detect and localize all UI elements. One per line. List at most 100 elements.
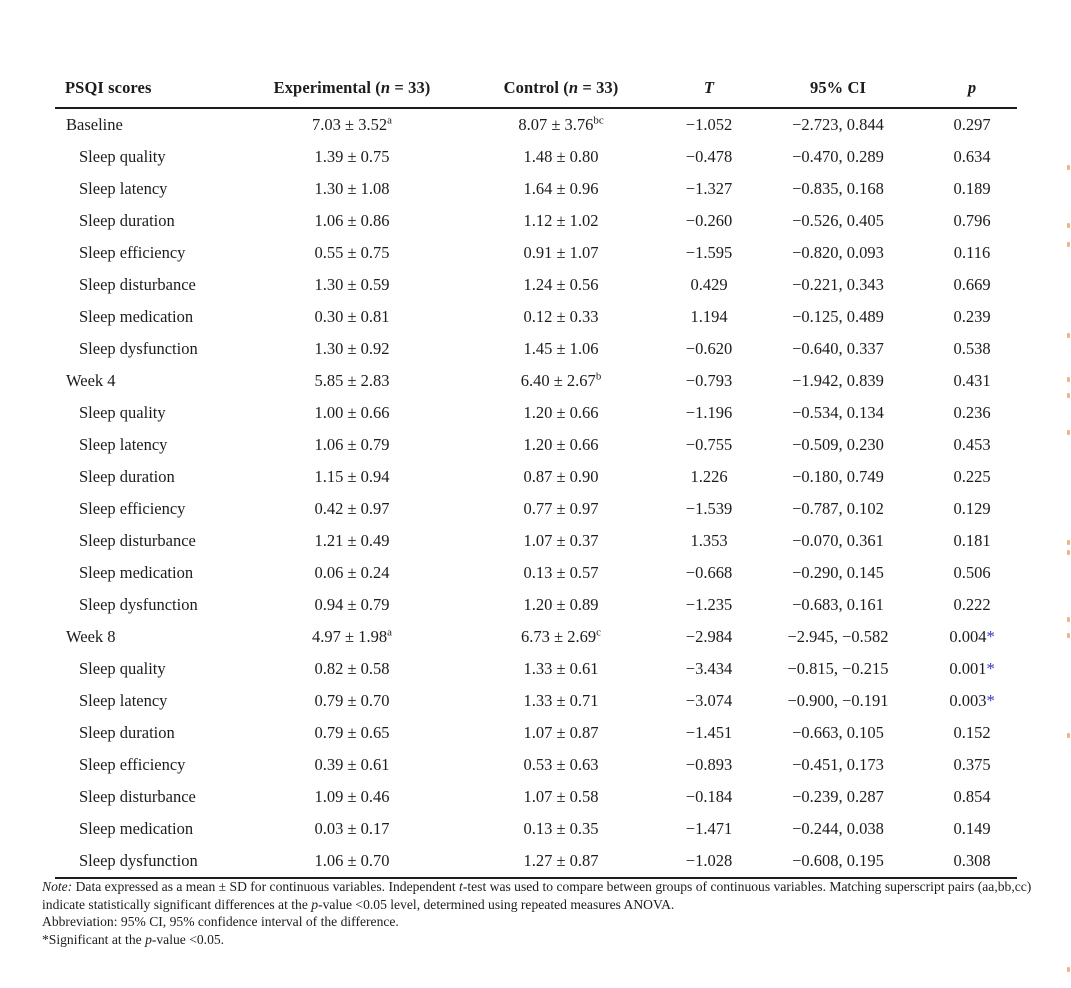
cell-p: 0.669 xyxy=(953,275,991,294)
edge-artifact xyxy=(1067,393,1070,398)
row-label: Baseline xyxy=(66,115,123,134)
column-header-control: Control (n = 33) xyxy=(453,58,669,109)
cell-experimental: 0.82 ± 0.58 xyxy=(314,659,390,678)
edge-artifact xyxy=(1067,430,1070,435)
cell-95ci: −0.221, 0.343 xyxy=(792,275,884,294)
superscript-marker: a xyxy=(387,626,392,639)
cell-95ci: −0.663, 0.105 xyxy=(792,723,884,742)
table-row: Sleep medication 0.03 ± 0.17 0.13 ± 0.35 −1… xyxy=(55,813,1017,845)
cell-p: 0.129 xyxy=(953,499,991,518)
cell-experimental: 5.85 ± 2.83 xyxy=(314,371,390,390)
cell-control: 1.20 ± 0.89 xyxy=(523,595,599,614)
cell-experimental: 7.03 ± 3.52a xyxy=(312,114,392,134)
row-label: Week 8 xyxy=(66,627,116,646)
row-label: Sleep dysfunction xyxy=(55,845,251,879)
cell-95ci: −0.815, −0.215 xyxy=(787,659,889,678)
superscript-marker: b xyxy=(595,370,602,383)
cell-control: 0.13 ± 0.35 xyxy=(523,819,599,838)
edge-artifact xyxy=(1067,223,1070,228)
footnote-note: Note: Data expressed as a mean ± SD for … xyxy=(42,879,1032,912)
cell-p: 0.236 xyxy=(953,403,991,422)
cell-p: 0.634 xyxy=(953,147,991,166)
cell-p: 0.431 xyxy=(953,371,991,390)
table-row: Sleep latency 1.06 ± 0.79 1.20 ± 0.66 −0.75… xyxy=(55,429,1017,461)
cell-p: 0.222 xyxy=(953,595,991,614)
cell-t: −0.793 xyxy=(685,371,733,390)
cell-t: −0.620 xyxy=(685,339,733,358)
cell-95ci: −0.640, 0.337 xyxy=(792,339,884,358)
table-row: Sleep latency 0.79 ± 0.70 1.33 ± 0.71 −3.07… xyxy=(55,685,1017,717)
edge-artifact xyxy=(1067,377,1070,382)
cell-t: −1.196 xyxy=(685,403,733,422)
cell-experimental: 4.97 ± 1.98a xyxy=(312,626,392,646)
edge-artifact xyxy=(1067,967,1070,972)
table-header: PSQI scores Experimental (n = 33) Contro… xyxy=(55,58,1017,109)
cell-control: 1.20 ± 0.66 xyxy=(523,435,599,454)
cell-experimental: 0.06 ± 0.24 xyxy=(314,563,390,582)
cell-control: 1.07 ± 0.58 xyxy=(523,787,599,806)
cell-95ci: −2.945, −0.582 xyxy=(787,627,889,646)
table-row: Sleep duration 0.79 ± 0.65 1.07 ± 0.87 −1.4… xyxy=(55,717,1017,749)
cell-experimental: 0.39 ± 0.61 xyxy=(314,755,390,774)
edge-artifact xyxy=(1067,633,1070,638)
cell-p: 0.854 xyxy=(953,787,991,806)
cell-t: −2.984 xyxy=(685,627,733,646)
cell-p: 0.181 xyxy=(953,531,991,550)
cell-t: −0.893 xyxy=(685,755,733,774)
row-label: Sleep dysfunction xyxy=(79,339,198,358)
cell-control: 8.07 ± 3.76bc xyxy=(518,114,604,134)
cell-experimental: 0.94 ± 0.79 xyxy=(314,595,390,614)
row-label: Sleep medication xyxy=(79,819,194,838)
psqi-table-container: PSQI scores Experimental (n = 33) Contro… xyxy=(55,58,1017,879)
row-label: Sleep duration xyxy=(79,467,175,486)
cell-experimental: 1.06 ± 0.79 xyxy=(314,435,390,454)
cell-control: 1.45 ± 1.06 xyxy=(523,339,599,358)
cell-control: 1.48 ± 0.80 xyxy=(523,147,599,166)
cell-p: 0.375 xyxy=(953,755,991,774)
cell-control: 1.24 ± 0.56 xyxy=(523,275,599,294)
cell-95ci: −2.723, 0.844 xyxy=(792,115,884,134)
table-row: Sleep duration 1.06 ± 0.86 1.12 ± 1.02 −0.2… xyxy=(55,205,1017,237)
cell-t: −1.595 xyxy=(685,243,733,262)
cell-experimental: 0.42 ± 0.97 xyxy=(314,499,390,518)
cell-t: −1.235 xyxy=(685,595,733,614)
cell-p: 0.506 xyxy=(953,563,991,582)
row-label: Sleep medication xyxy=(79,307,194,326)
cell-95ci: −0.451, 0.173 xyxy=(792,755,884,774)
cell-experimental: 1.09 ± 0.46 xyxy=(314,787,390,806)
cell-control: 6.73 ± 2.69c xyxy=(521,626,601,646)
edge-artifact xyxy=(1067,165,1070,170)
row-label: Sleep latency xyxy=(79,179,168,198)
cell-p: 0.453 xyxy=(953,435,991,454)
cell-p: 0.189 xyxy=(953,179,991,198)
cell-95ci: −0.125, 0.489 xyxy=(792,307,884,326)
cell-95ci: −0.835, 0.168 xyxy=(792,179,884,198)
cell-95ci: −0.900, −0.191 xyxy=(787,691,889,710)
table-row: Sleep efficiency 0.39 ± 0.61 0.53 ± 0.63 −0… xyxy=(55,749,1017,781)
cell-t: −0.184 xyxy=(685,787,733,806)
table-row: Week 4 5.85 ± 2.83 6.40 ± 2.67b −0.793 −1.94… xyxy=(55,365,1017,397)
cell-experimental: 0.55 ± 0.75 xyxy=(314,243,390,262)
edge-artifact xyxy=(1067,333,1070,338)
cell-control: 1.20 ± 0.66 xyxy=(523,403,599,422)
row-label: Week 4 xyxy=(66,371,116,390)
cell-experimental: 1.30 ± 0.59 xyxy=(314,275,390,294)
table-row: Sleep disturbance 1.30 ± 0.59 1.24 ± 0.56 0… xyxy=(55,269,1017,301)
row-label: Sleep efficiency xyxy=(79,499,186,518)
cell-control: 1.07 ± 0.37 xyxy=(523,531,599,550)
cell-control: 0.12 ± 0.33 xyxy=(523,307,599,326)
cell-p: 0.308 xyxy=(927,845,1017,879)
table-row: Sleep quality 1.00 ± 0.66 1.20 ± 0.66 −1.19… xyxy=(55,397,1017,429)
cell-t: −0.260 xyxy=(685,211,733,230)
cell-control: 6.40 ± 2.67b xyxy=(520,370,602,390)
cell-p: 0.001* xyxy=(949,659,995,678)
cell-experimental: 1.00 ± 0.66 xyxy=(314,403,390,422)
cell-t: −1.327 xyxy=(685,179,733,198)
significance-star: * xyxy=(986,659,995,678)
table-row: Sleep efficiency 0.42 ± 0.97 0.77 ± 0.97 −1… xyxy=(55,493,1017,525)
cell-t: −1.052 xyxy=(685,115,733,134)
table-footnotes: Note: Data expressed as a mean ± SD for … xyxy=(42,878,1032,948)
table-row: Sleep medication 0.30 ± 0.81 0.12 ± 0.33 1.… xyxy=(55,301,1017,333)
cell-95ci: −0.534, 0.134 xyxy=(792,403,884,422)
